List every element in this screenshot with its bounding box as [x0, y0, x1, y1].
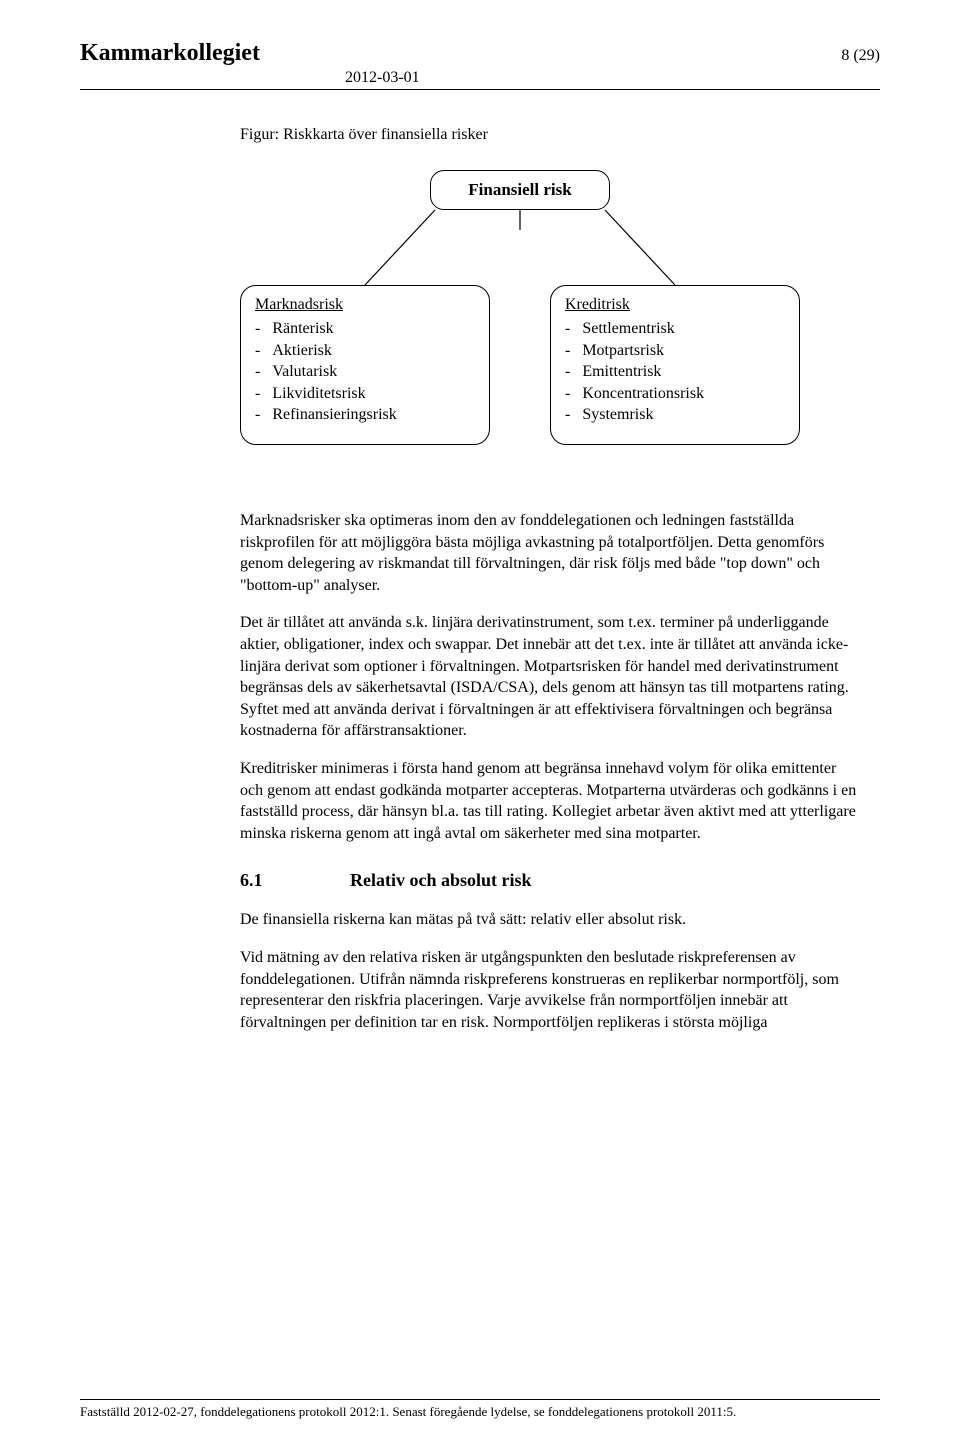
- item-text: Valutarisk: [272, 363, 337, 380]
- node-left-title: Marknadsrisk: [255, 296, 475, 314]
- node-kreditrisk: Kreditrisk - Settlementrisk - Motpartsri…: [550, 285, 800, 445]
- risk-diagram: Finansiell risk Marknadsrisk - Ränterisk…: [240, 170, 800, 480]
- node-right-item: - Systemrisk: [565, 404, 785, 426]
- item-text: Systemrisk: [582, 406, 653, 423]
- node-marknadsrisk: Marknadsrisk - Ränterisk - Aktierisk - V…: [240, 285, 490, 445]
- item-text: Refinansieringsrisk: [272, 406, 396, 423]
- item-text: Koncentrationsrisk: [582, 385, 704, 402]
- section-p2: Vid mätning av den relativa risken är ut…: [240, 947, 860, 1033]
- node-right-item: - Settlementrisk: [565, 318, 785, 340]
- doc-header-title: Kammarkollegiet: [80, 40, 260, 67]
- paragraph-1: Marknadsrisker ska optimeras inom den av…: [240, 510, 860, 596]
- section-heading: 6.1 Relativ och absolut risk: [240, 870, 860, 891]
- item-text: Aktierisk: [272, 342, 332, 359]
- node-right-item: - Koncentrationsrisk: [565, 383, 785, 405]
- node-left-item: - Likviditetsrisk: [255, 383, 475, 405]
- header-divider: [80, 89, 880, 90]
- section-title: Relativ och absolut risk: [350, 870, 532, 891]
- paragraph-2: Det är tillåtet att använda s.k. linjära…: [240, 612, 860, 742]
- item-text: Likviditetsrisk: [272, 385, 365, 402]
- section-number: 6.1: [240, 870, 350, 891]
- footer-text: Fastställd 2012-02-27, fonddelegationens…: [80, 1404, 736, 1419]
- item-text: Emittentrisk: [582, 363, 661, 380]
- node-top: Finansiell risk: [430, 170, 610, 210]
- node-right-title: Kreditrisk: [565, 296, 785, 314]
- paragraph-3: Kreditrisker minimeras i första hand gen…: [240, 758, 860, 844]
- item-text: Motpartsrisk: [582, 342, 664, 359]
- node-right-item: - Emittentrisk: [565, 361, 785, 383]
- node-left-item: - Valutarisk: [255, 361, 475, 383]
- footer: Fastställd 2012-02-27, fonddelegationens…: [80, 1399, 880, 1420]
- node-left-item: - Aktierisk: [255, 340, 475, 362]
- item-text: Ränterisk: [272, 320, 333, 337]
- figure-caption: Figur: Riskkarta över finansiella risker: [240, 126, 860, 144]
- section-p1: De finansiella riskerna kan mätas på två…: [240, 909, 860, 931]
- doc-page-number: 8 (29): [841, 47, 880, 65]
- node-left-item: - Ränterisk: [255, 318, 475, 340]
- content-area: Figur: Riskkarta över finansiella risker…: [240, 126, 860, 1033]
- node-right-item: - Motpartsrisk: [565, 340, 785, 362]
- node-left-item: - Refinansieringsrisk: [255, 404, 475, 426]
- item-text: Settlementrisk: [582, 320, 674, 337]
- doc-date: 2012-03-01: [345, 69, 880, 87]
